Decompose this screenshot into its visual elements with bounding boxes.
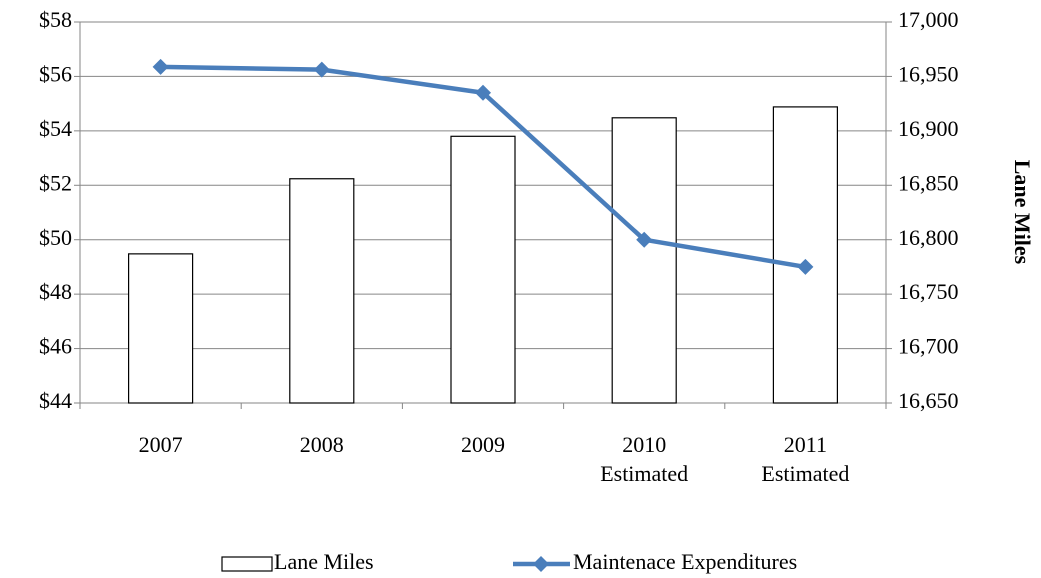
bar bbox=[611, 117, 677, 404]
x-tick-label: 2011 Estimated bbox=[761, 432, 850, 486]
y2-tick-label: 16,750 bbox=[898, 279, 959, 304]
y2-tick-label: 16,800 bbox=[898, 225, 959, 250]
line-marker bbox=[636, 231, 653, 248]
y2-tick-label: 16,850 bbox=[898, 170, 959, 195]
y-tick-label: $48 bbox=[39, 279, 72, 304]
legend-label: Lane Miles bbox=[274, 549, 374, 574]
bar bbox=[772, 106, 839, 404]
x-tick-label: 2008 bbox=[299, 432, 344, 457]
y-tick-label: $50 bbox=[39, 225, 72, 250]
x-tick-label: 2010 Estimated bbox=[600, 432, 689, 486]
y2-tick-label: 17,000 bbox=[898, 7, 959, 32]
legend-label: Maintenace Expenditures bbox=[573, 549, 797, 574]
line-marker bbox=[475, 84, 491, 101]
line-marker bbox=[152, 58, 169, 75]
y2-tick-label: 16,900 bbox=[898, 116, 959, 141]
y2-axis-title: Lane Miles bbox=[1010, 160, 1035, 265]
legend-swatch bbox=[221, 556, 273, 572]
legend-marker bbox=[533, 556, 549, 572]
bar bbox=[128, 253, 194, 404]
y-tick-label: $46 bbox=[39, 334, 72, 359]
y-tick-label: $54 bbox=[39, 116, 72, 141]
y-tick-label: $52 bbox=[39, 170, 72, 195]
x-tick-label: 2009 bbox=[461, 432, 505, 457]
y-tick-label: $44 bbox=[39, 388, 72, 413]
x-tick-label: 2007 bbox=[138, 432, 183, 457]
line-marker bbox=[313, 61, 330, 78]
y2-tick-label: 16,950 bbox=[898, 61, 959, 86]
bar bbox=[289, 178, 355, 404]
y2-tick-label: 16,700 bbox=[898, 334, 959, 359]
y2-tick-label: 16,650 bbox=[898, 388, 959, 413]
bar bbox=[450, 135, 516, 404]
y-tick-label: $56 bbox=[39, 61, 72, 86]
line-marker bbox=[797, 258, 814, 275]
y-tick-label: $58 bbox=[39, 7, 72, 32]
